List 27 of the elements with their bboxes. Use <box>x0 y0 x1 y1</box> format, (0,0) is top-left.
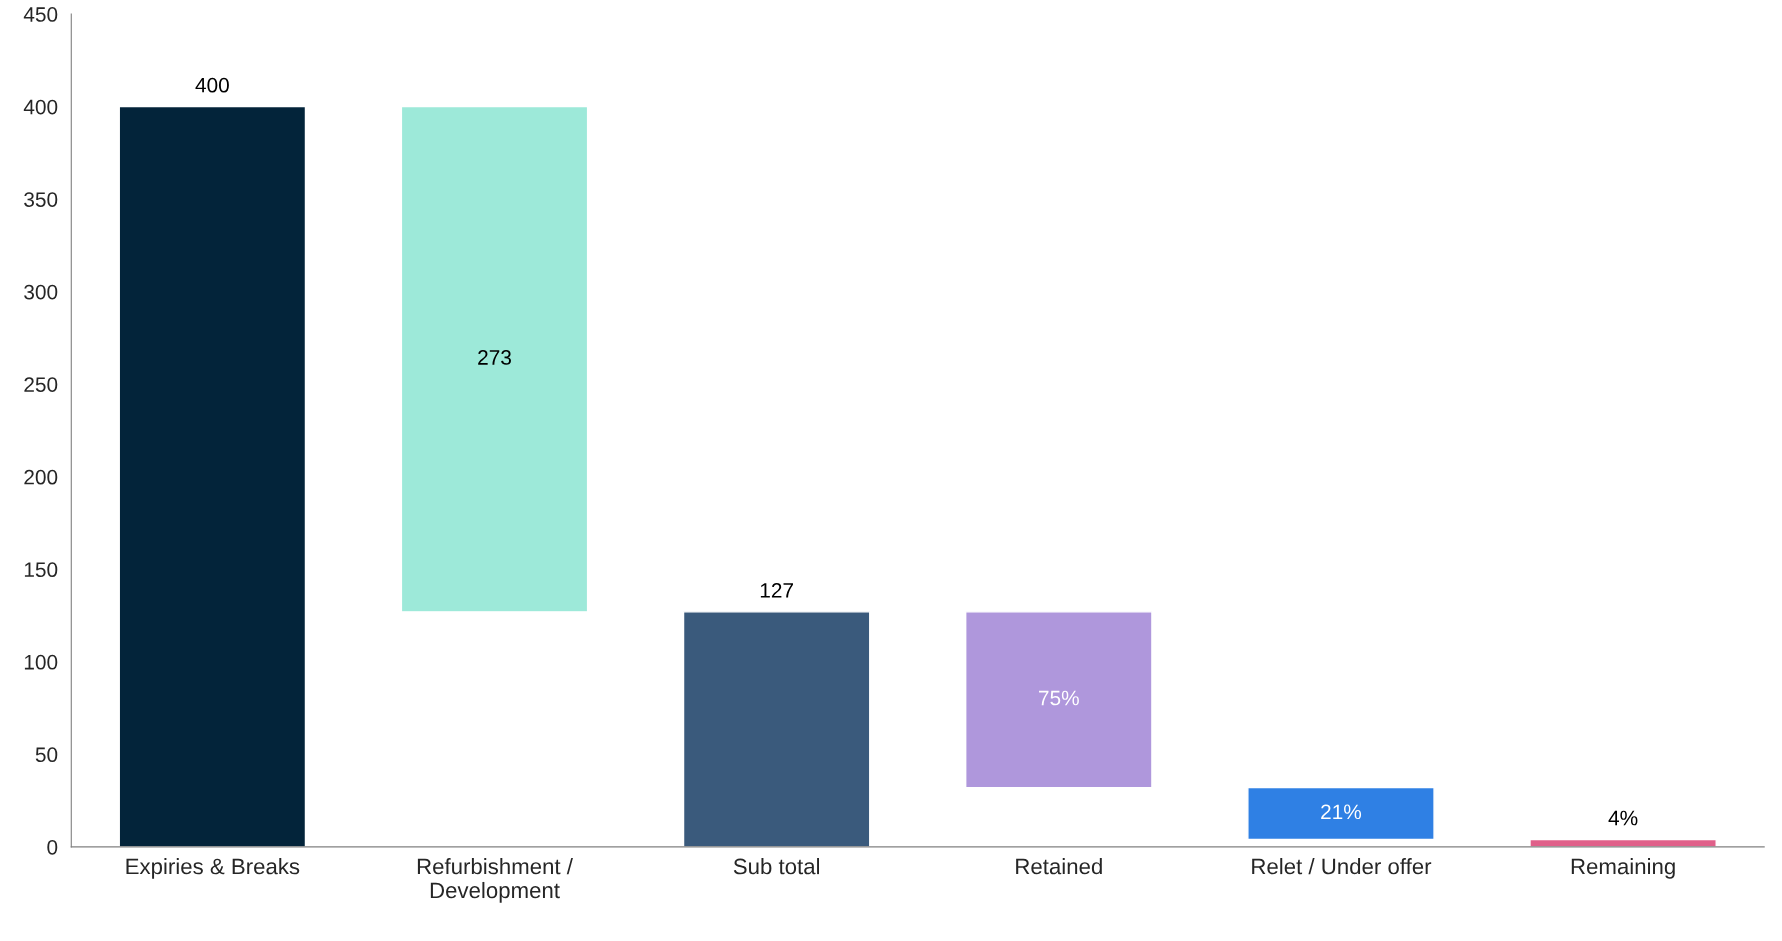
x-tick-label: Refurbishment / Development <box>417 858 573 903</box>
y-tick-label: 300 <box>24 284 58 300</box>
y-tick-label: 100 <box>24 654 58 670</box>
annotation: 4% <box>1608 810 1638 826</box>
annotation: 21% <box>1321 804 1362 820</box>
x-tick-label: Expiries & Breaks <box>126 858 300 879</box>
data-label: 400 <box>195 77 229 93</box>
bar <box>400 105 589 613</box>
bar <box>118 105 307 847</box>
y-tick-label: 200 <box>24 469 58 485</box>
y-tick-label: 350 <box>24 192 58 207</box>
y-tick-label: 250 <box>24 377 58 392</box>
y-tick-label: 450 <box>23 7 58 22</box>
data-label: 127 <box>760 583 793 598</box>
y-tick-label: 400 <box>23 99 58 115</box>
annotation: 75% <box>1039 690 1079 706</box>
bar <box>682 611 871 847</box>
x-tick-label: Retained <box>1016 858 1102 875</box>
bar <box>965 611 1153 789</box>
y-tick-label: 150 <box>24 562 58 578</box>
x-tick-label: Remaining <box>1571 858 1675 879</box>
bar <box>1247 786 1435 841</box>
x-tick-label: Relet / Under offer <box>1252 858 1432 875</box>
x-tick-label: Sub total <box>733 858 820 875</box>
y-tick-label: 50 <box>35 747 58 763</box>
data-label: 273 <box>478 350 511 365</box>
y-tick-label: 0 <box>47 839 58 855</box>
